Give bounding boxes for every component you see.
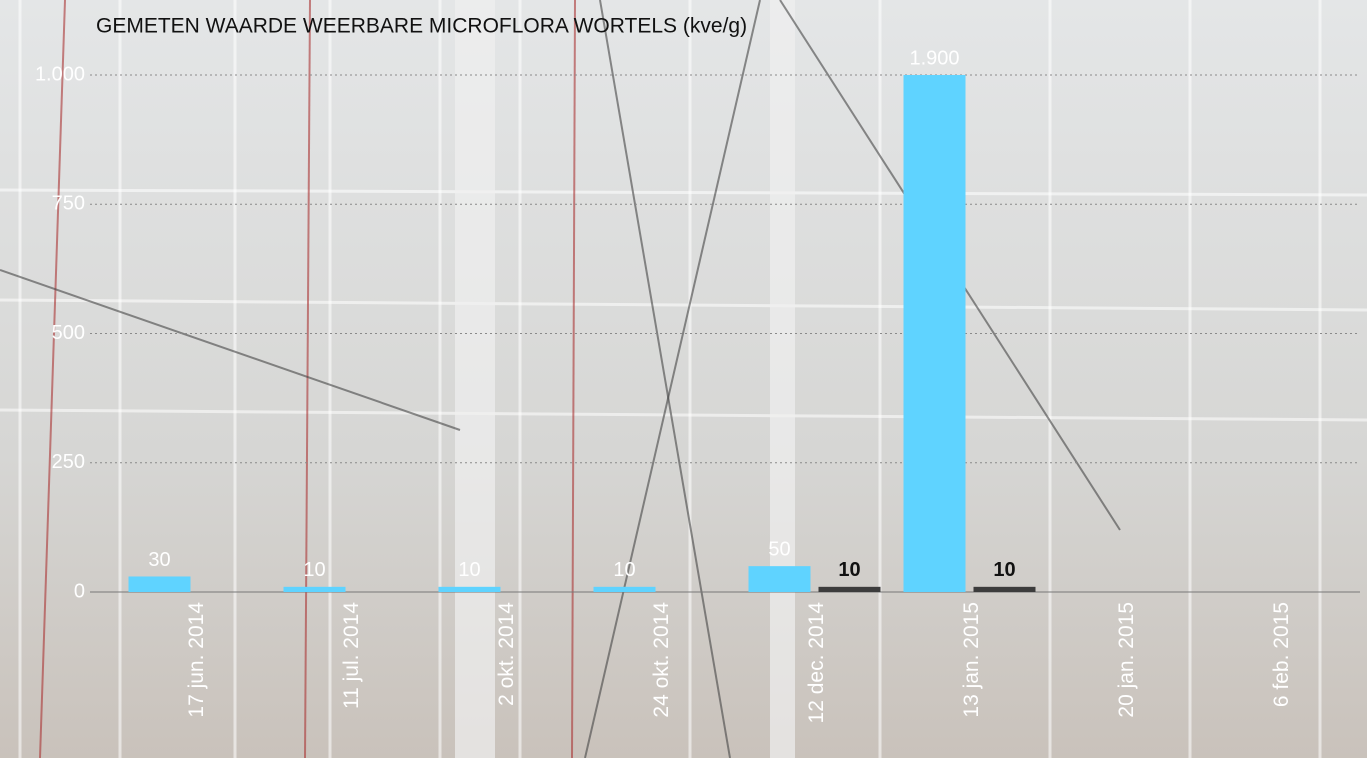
y-tick-label: 250 xyxy=(52,451,85,473)
x-tick-label: 2 okt. 2014 xyxy=(495,602,518,706)
bar xyxy=(283,586,346,592)
bar xyxy=(593,586,656,592)
bars xyxy=(128,75,1036,592)
value-label: 10 xyxy=(838,559,860,581)
bar xyxy=(438,586,501,592)
value-label: 10 xyxy=(458,559,480,581)
x-tick-label: 6 feb. 2015 xyxy=(1270,602,1293,707)
x-tick-label: 11 jul. 2014 xyxy=(340,602,363,709)
x-tick-label: 17 jun. 2014 xyxy=(185,602,208,718)
y-tick-label: 0 xyxy=(74,580,85,602)
x-tick-label: 20 jan. 2015 xyxy=(1115,602,1138,718)
bar xyxy=(128,576,191,592)
x-tick-label: 12 dec. 2014 xyxy=(805,602,828,724)
bar xyxy=(818,586,881,592)
x-tick-label: 13 jan. 2015 xyxy=(960,602,983,718)
y-tick-label: 750 xyxy=(52,193,85,215)
value-label: 50 xyxy=(768,538,790,560)
value-label: 10 xyxy=(993,559,1015,581)
y-tick-label: 1.000 xyxy=(35,63,85,85)
value-label: 10 xyxy=(303,559,325,581)
value-label: 30 xyxy=(148,549,170,571)
chart-title: GEMETEN WAARDE WEERBARE MICROFLORA WORTE… xyxy=(96,15,747,38)
bar xyxy=(973,586,1036,592)
value-label: 1.900 xyxy=(909,47,959,69)
x-tick-label: 24 okt. 2014 xyxy=(650,602,673,718)
bar xyxy=(903,75,966,592)
bar xyxy=(748,566,811,592)
y-tick-label: 500 xyxy=(52,322,85,344)
value-label: 10 xyxy=(613,559,635,581)
